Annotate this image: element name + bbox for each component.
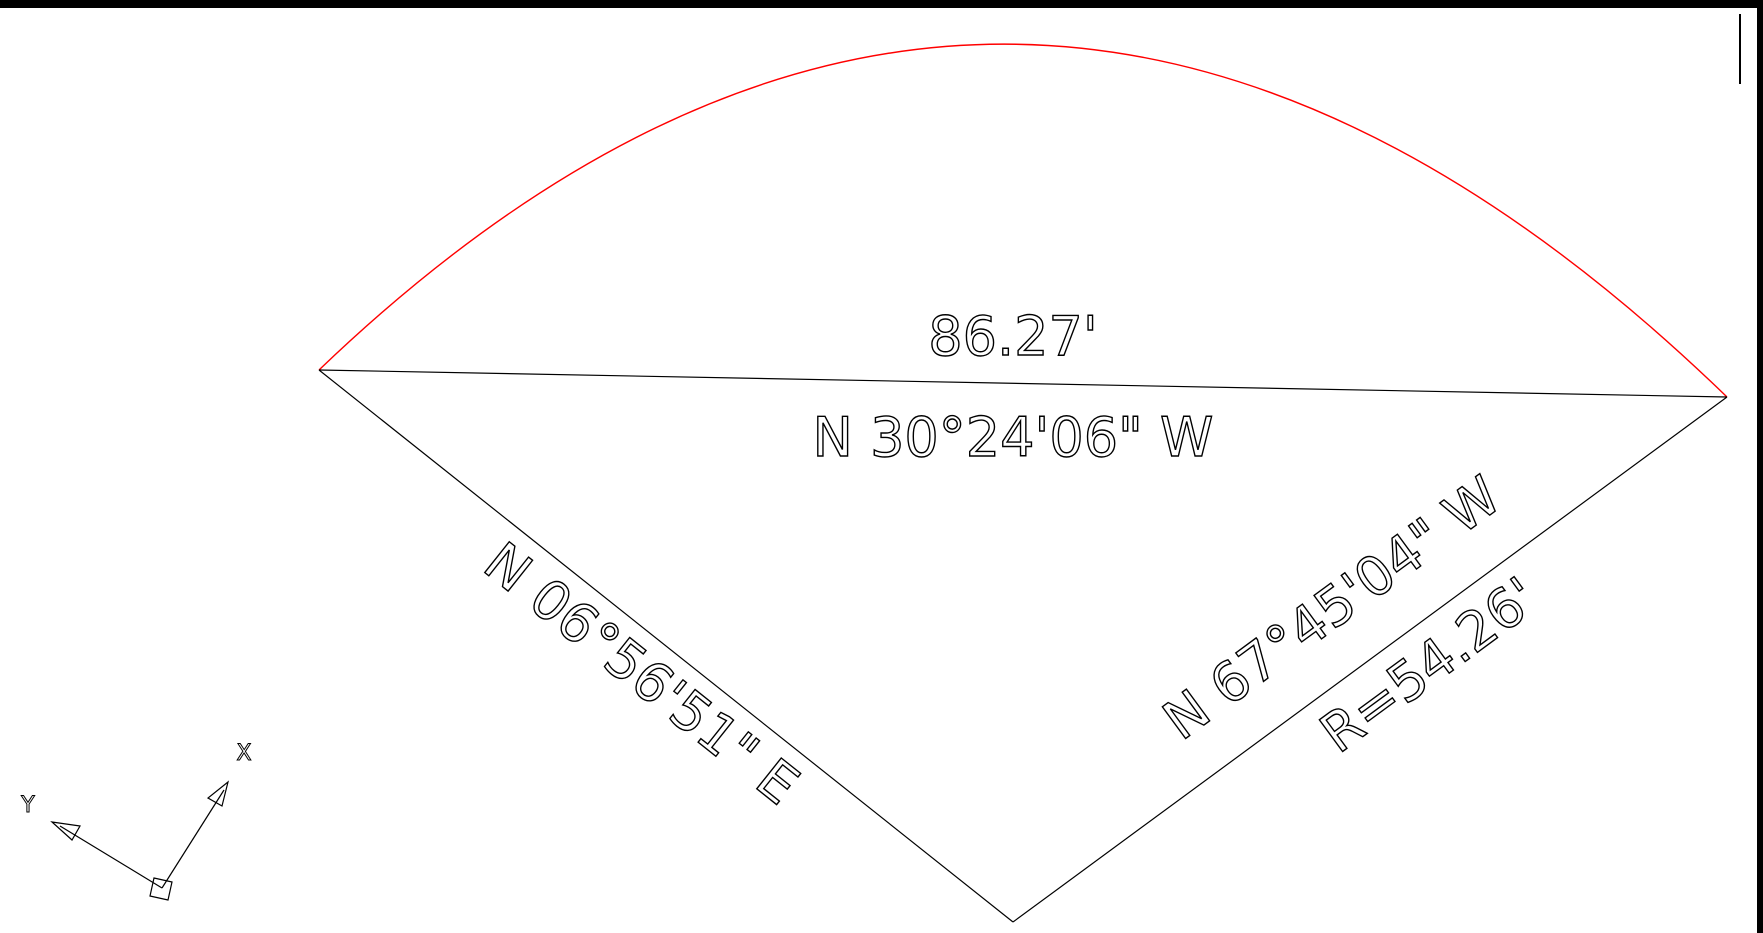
paper-background bbox=[0, 8, 1757, 933]
left-radial-line[interactable] bbox=[318, 369, 1014, 923]
ucs-origin-box-icon bbox=[149, 877, 173, 901]
ucs-x-arrow-icon bbox=[206, 780, 230, 807]
chord-line[interactable] bbox=[318, 369, 1728, 398]
ucs-y-arrow-icon bbox=[50, 821, 81, 841]
chord-bearing-label: N 30°24'06" W bbox=[813, 406, 1214, 469]
curve-arc[interactable] bbox=[318, 43, 1728, 398]
ucs-x-label: X bbox=[236, 741, 251, 766]
ucs-y-label: Y bbox=[20, 793, 35, 818]
ucs-y-axis-line bbox=[59, 825, 163, 889]
chord-length-label: 86.27' bbox=[928, 305, 1097, 368]
right-radial-line[interactable] bbox=[1012, 396, 1728, 923]
ucs-x-axis-line bbox=[161, 789, 225, 889]
ucs-icon: X Y bbox=[20, 741, 252, 901]
